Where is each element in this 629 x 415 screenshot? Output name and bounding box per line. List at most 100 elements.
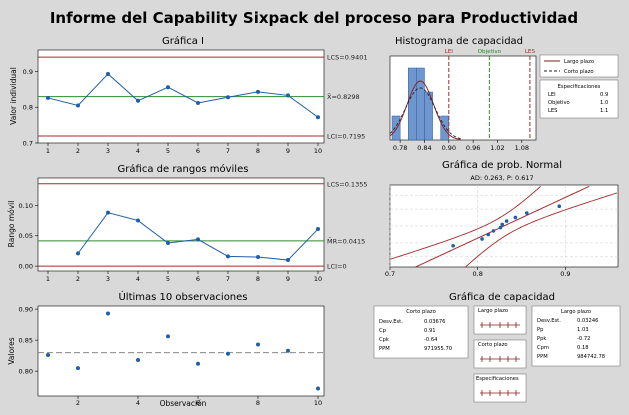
probability-x-tick-label: 0.7: [385, 270, 395, 278]
short-term-stat-value: 971955.70: [424, 346, 452, 352]
capability-histogram: Histograma de capacidad LEI Objetivo LES 0.…: [389, 36, 619, 152]
probability-data-point: [504, 219, 509, 223]
spec-line-label-lei: LEI: [445, 49, 454, 55]
last-data-point: [166, 334, 170, 339]
normal-probability-plot: Gráfica de prob. Normal AD: 0.263, P: 0.…: [385, 159, 619, 278]
short-term-table-title: Corto plazo: [406, 309, 436, 315]
short-term-curve: [389, 87, 461, 140]
individuals-data-point: [136, 98, 140, 103]
spec-table-name: Objetivo: [548, 100, 570, 106]
last-data-point: [136, 358, 140, 362]
individuals-data-point: [76, 103, 80, 108]
individuals-lcl-label: LCI=0.7195: [327, 133, 365, 141]
capability-plot-title: Gráfica de capacidad: [449, 291, 555, 303]
individuals-x-tick-label: 1: [46, 147, 50, 155]
last-data-point: [226, 351, 230, 356]
mini-long-term-box: [473, 305, 527, 335]
moving-range-x-tick-label: 5: [166, 275, 170, 283]
individuals-chart: Gráfica I Valor individual 0.9 0.8 0.7 1 2 3 4…: [9, 35, 367, 155]
long-term-stat-value: 0.18: [577, 345, 589, 351]
individuals-x-tick-label: 2: [76, 147, 80, 155]
last-data-point: [106, 311, 110, 316]
normal-probability-subtitle: AD: 0.263, P: 0.617: [470, 174, 533, 182]
individuals-data-point: [166, 85, 170, 90]
short-term-table: [373, 305, 469, 359]
moving-range-x-tick-label: 1: [46, 275, 50, 283]
probability-data-point: [525, 211, 529, 215]
probability-data-point: [480, 237, 484, 241]
report-title: Informe del Capability Sixpack del proce…: [50, 9, 578, 27]
last-x-tick-label: 6: [196, 399, 200, 407]
short-term-stat-name: PPM: [379, 346, 390, 352]
last-x-tick-label: 10: [314, 399, 322, 407]
moving-range-x-tick-label: 7: [226, 275, 230, 283]
moving-range-ucl-label: LCS=0.1355: [327, 180, 367, 188]
moving-range-x-tick-label: 9: [286, 275, 290, 283]
individuals-y-axis-label: Valor individual: [9, 67, 18, 125]
moving-range-data-point: [316, 227, 320, 232]
moving-range-y-axis-label: Rango móvil: [7, 201, 16, 248]
last-x-tick-label: 8: [256, 399, 260, 407]
long-term-stat-value: -0.72: [577, 336, 590, 342]
individuals-chart-title: Gráfica I: [162, 35, 204, 47]
mini-spec-box: [473, 373, 527, 403]
last-observations-plot-area: [37, 305, 325, 397]
short-term-stat-name: Cpk: [379, 337, 389, 343]
histogram-x-tick-label: 1.02: [490, 144, 504, 152]
moving-range-data-point: [286, 258, 290, 263]
moving-range-chart: Gráfica de rangos móviles Rango móvil 0.…: [7, 163, 367, 283]
histogram-bar: [391, 115, 401, 141]
probability-data-point: [491, 229, 496, 233]
last-y-tick-label: 0.90: [19, 306, 33, 314]
individuals-series-line: [47, 73, 319, 118]
moving-range-data-point: [196, 237, 200, 242]
last-data-point: [76, 366, 80, 371]
histogram-x-tick-label: 1.08: [515, 144, 529, 152]
last-data-point: [286, 348, 290, 353]
moving-range-y-tick-label: 0.00: [19, 263, 33, 271]
individuals-data-point: [196, 100, 200, 105]
last-data-point: [316, 386, 320, 391]
last-data-point: [196, 361, 200, 366]
spec-line-label-les: LES: [525, 49, 536, 55]
spec-table-name: LEI: [548, 92, 556, 98]
legend-short-term-label: Corto plazo: [564, 69, 594, 75]
normal-probability-title: Gráfica de prob. Normal: [442, 159, 562, 171]
individuals-center-label: X̄=0.8298: [327, 92, 360, 101]
individuals-x-tick-label: 4: [136, 147, 140, 155]
probability-data-point: [557, 204, 562, 209]
moving-range-center-label: M̄R=0.0415: [327, 236, 365, 245]
histogram-x-tick-label: 0.78: [393, 144, 407, 152]
last-observations-chart: Últimas 10 observaciones Valores Observa…: [7, 290, 325, 408]
long-term-stat-name: Pp: [537, 327, 544, 333]
probability-x-tick-label: 0.8: [473, 270, 483, 278]
long-term-stat-name: Ppk: [537, 336, 546, 342]
individuals-x-tick-label: 6: [196, 147, 200, 155]
legend-long-term-label: Largo plazo: [564, 59, 594, 65]
long-term-table-title: Largo plazo: [561, 309, 591, 315]
mini-long-term-label: Largo plazo: [478, 308, 508, 314]
moving-range-plot-area: [37, 177, 325, 272]
short-term-stat-name: Cp: [379, 328, 387, 334]
individuals-x-tick-label: 5: [166, 147, 170, 155]
probability-fit-line: [415, 185, 590, 268]
histogram-bar: [408, 67, 417, 141]
spec-table: [539, 79, 619, 119]
last-x-tick-label: 2: [76, 399, 80, 407]
individuals-data-point: [316, 115, 320, 120]
moving-range-data-point: [76, 251, 80, 256]
moving-range-lcl-label: LCI=0: [327, 263, 347, 271]
moving-range-x-tick-label: 10: [314, 275, 322, 283]
individuals-data-point: [106, 71, 110, 76]
histogram-bar: [440, 115, 450, 141]
long-term-stat-name: Cpm: [537, 345, 549, 351]
long-term-table: [531, 305, 621, 367]
probability-x-tick-label: 0.9: [560, 270, 570, 278]
individuals-data-point: [46, 95, 50, 100]
probability-data-point: [451, 243, 455, 248]
moving-range-x-tick-label: 8: [256, 275, 260, 283]
spec-table-name: LES: [548, 108, 557, 114]
histogram-bar: [416, 67, 425, 141]
short-term-stat-value: 0.03676: [424, 319, 445, 325]
